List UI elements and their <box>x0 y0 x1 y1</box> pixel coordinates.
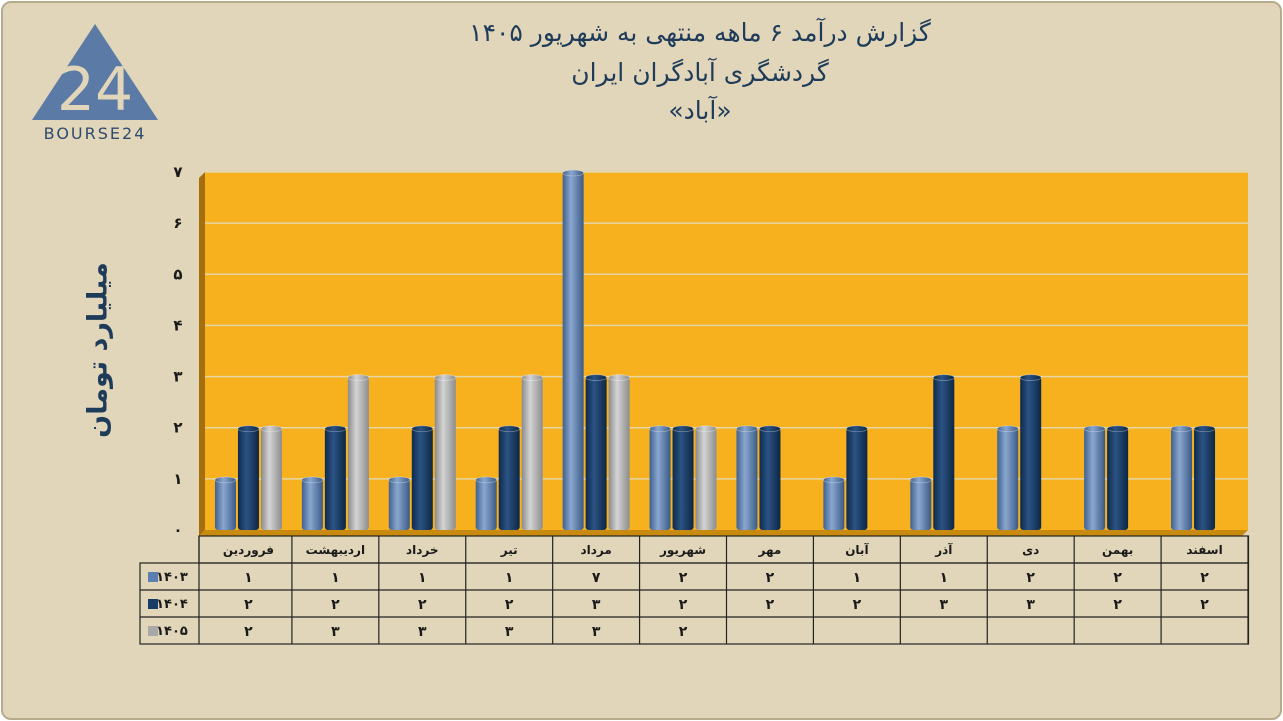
data-label: ۲ <box>1026 570 1035 586</box>
data-label: ۳ <box>505 624 514 640</box>
bar <box>347 374 370 530</box>
category-label: آبان <box>845 542 869 557</box>
logo-text: BOURSE24 <box>43 124 147 143</box>
bar <box>585 374 608 530</box>
legend-label: ۱۴۰۵ <box>156 624 188 639</box>
y-tick-label: ۴ <box>173 316 182 334</box>
data-label: ۲ <box>766 597 775 613</box>
category-label: اسفند <box>1186 543 1222 557</box>
bar <box>845 425 868 530</box>
category-label: دی <box>1022 543 1039 557</box>
bar <box>822 476 845 530</box>
bar <box>434 374 457 530</box>
category-label: خرداد <box>406 543 439 557</box>
bar <box>1106 425 1129 530</box>
bar <box>498 425 521 530</box>
data-label: ۳ <box>592 624 601 640</box>
category-label: فروردین <box>223 543 274 558</box>
data-label: ۱ <box>331 570 340 586</box>
bar <box>1083 425 1106 530</box>
chart-title: گزارش درآمد ۶ ماهه منتهی به شهریور ۱۴۰۵ <box>469 18 931 47</box>
plot-floor <box>199 530 1248 536</box>
bourse24-logo: 24 <box>30 22 160 147</box>
table-border <box>139 562 1250 645</box>
legend-swatch <box>148 599 158 609</box>
y-tick-label: ۳ <box>173 368 182 386</box>
bar <box>909 476 932 530</box>
category-label: آذر <box>934 542 953 557</box>
bar <box>301 476 324 530</box>
data-label: ۳ <box>418 624 427 640</box>
category-label: تیر <box>500 543 518 557</box>
bar <box>260 425 283 530</box>
data-label: ۲ <box>1113 597 1122 613</box>
bar <box>736 425 758 530</box>
data-label: ۲ <box>679 570 688 586</box>
data-label: ۲ <box>1200 597 1209 613</box>
category-label: مهر <box>758 543 782 557</box>
legend-label: ۱۴۰۳ <box>156 570 188 585</box>
bar <box>1019 374 1042 530</box>
logo-mark: 24 <box>57 55 133 125</box>
category-label: بهمن <box>1102 543 1133 557</box>
data-label: ۲ <box>766 570 775 586</box>
chart-symbol: «آباد» <box>668 96 732 125</box>
bar <box>388 476 411 530</box>
bar <box>521 374 544 530</box>
y-tick-label: ۲ <box>173 419 182 437</box>
plot-area <box>205 172 1248 530</box>
data-label: ۱ <box>244 570 253 586</box>
data-label: ۳ <box>331 624 340 640</box>
category-label: شهریور <box>659 543 706 558</box>
y-tick-label: ۰ <box>173 521 182 539</box>
data-label: ۲ <box>853 597 862 613</box>
y-tick-label: ۶ <box>173 214 182 232</box>
chart-subtitle: گردشگری آبادگران ایران <box>571 58 829 87</box>
legend-swatch <box>148 572 158 582</box>
y-tick-label: ۷ <box>173 163 182 181</box>
bar <box>996 425 1019 530</box>
data-label: ۲ <box>331 597 340 613</box>
data-label: ۳ <box>592 597 601 613</box>
bar <box>1193 425 1216 530</box>
bar <box>475 476 498 530</box>
bar <box>1170 425 1193 530</box>
bar <box>932 374 955 530</box>
data-label: ۲ <box>1113 570 1122 586</box>
bar <box>759 425 781 530</box>
data-label: ۱ <box>505 570 514 586</box>
data-label: ۲ <box>505 597 514 613</box>
category-label: مرداد <box>580 543 611 557</box>
data-label: ۲ <box>679 624 688 640</box>
data-label: ۲ <box>679 597 688 613</box>
data-label: ۷ <box>592 570 601 586</box>
data-label: ۲ <box>418 597 427 613</box>
data-label: ۱ <box>418 570 427 586</box>
data-label: ۳ <box>940 597 949 613</box>
data-label: ۳ <box>1026 597 1035 613</box>
y-tick-label: ۵ <box>173 265 182 283</box>
bar <box>411 425 434 530</box>
bar <box>562 169 585 530</box>
plot-side-wall <box>199 172 205 536</box>
bar <box>214 476 237 530</box>
y-tick-label: ۱ <box>173 470 182 488</box>
bar <box>237 425 260 530</box>
category-label: اردیبهشت <box>306 543 365 557</box>
bar <box>649 425 671 530</box>
bar <box>672 425 694 530</box>
data-label: ۲ <box>244 597 253 613</box>
legend-swatch <box>148 626 158 636</box>
data-label: ۲ <box>244 624 253 640</box>
data-label: ۲ <box>1200 570 1209 586</box>
bar <box>608 374 631 530</box>
bar <box>695 425 717 530</box>
data-label: ۱ <box>940 570 949 586</box>
bar <box>324 425 347 530</box>
data-label: ۱ <box>853 570 862 586</box>
legend-label: ۱۴۰۴ <box>156 597 188 612</box>
